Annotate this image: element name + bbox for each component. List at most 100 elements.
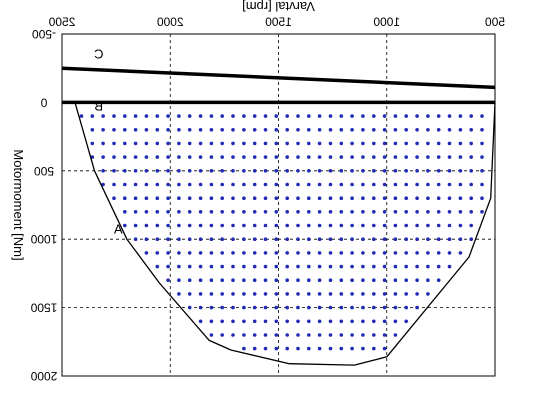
data-point bbox=[307, 278, 311, 283]
data-point bbox=[220, 155, 224, 159]
data-point bbox=[133, 155, 138, 159]
data-point bbox=[187, 182, 192, 187]
data-point bbox=[393, 237, 398, 241]
data-point bbox=[252, 210, 257, 214]
data-point bbox=[296, 292, 300, 296]
data-point bbox=[339, 305, 344, 310]
data-point bbox=[372, 305, 376, 310]
data-point bbox=[296, 319, 300, 324]
data-point bbox=[317, 292, 322, 296]
data-point bbox=[263, 278, 268, 283]
data-point bbox=[252, 319, 257, 324]
data-point bbox=[307, 305, 311, 310]
data-point bbox=[426, 251, 430, 255]
data-point bbox=[263, 128, 268, 132]
data-point bbox=[296, 128, 300, 132]
data-point bbox=[307, 155, 311, 159]
data-point bbox=[350, 196, 354, 200]
data-point bbox=[350, 141, 354, 146]
data-point bbox=[123, 114, 127, 118]
data-point bbox=[447, 155, 452, 159]
data-point bbox=[263, 264, 268, 269]
data-point bbox=[112, 155, 116, 159]
data-point bbox=[296, 182, 300, 187]
data-point bbox=[101, 114, 105, 118]
data-point bbox=[393, 305, 398, 310]
data-point bbox=[198, 210, 203, 214]
data-point bbox=[155, 196, 160, 200]
data-point bbox=[296, 333, 300, 337]
data-point bbox=[252, 141, 257, 146]
data-point bbox=[350, 182, 354, 187]
data-point bbox=[198, 251, 203, 255]
data-point bbox=[361, 169, 365, 173]
data-point bbox=[361, 141, 365, 146]
data-point bbox=[317, 223, 322, 228]
data-point bbox=[404, 128, 409, 132]
data-point bbox=[404, 237, 409, 241]
data-point bbox=[339, 292, 344, 296]
data-point bbox=[350, 319, 354, 324]
data-point bbox=[436, 169, 441, 173]
data-point bbox=[274, 169, 279, 173]
data-point bbox=[328, 141, 333, 146]
data-point bbox=[458, 182, 463, 187]
data-point bbox=[231, 141, 235, 146]
data-point bbox=[274, 264, 279, 269]
data-point bbox=[198, 155, 203, 159]
data-point bbox=[339, 128, 344, 132]
data-point bbox=[285, 264, 290, 269]
data-point bbox=[220, 114, 224, 118]
data-point bbox=[242, 292, 246, 296]
data-point bbox=[177, 223, 181, 228]
data-point bbox=[350, 292, 354, 296]
data-point bbox=[166, 251, 170, 255]
data-point bbox=[101, 169, 105, 173]
data-point bbox=[339, 155, 344, 159]
data-point bbox=[393, 292, 398, 296]
data-point bbox=[144, 182, 149, 187]
data-point bbox=[328, 292, 333, 296]
data-point bbox=[372, 128, 376, 132]
data-point bbox=[447, 128, 452, 132]
data-point bbox=[263, 182, 268, 187]
data-point bbox=[296, 264, 300, 269]
data-point bbox=[382, 251, 387, 255]
data-point bbox=[404, 292, 409, 296]
data-point bbox=[307, 292, 311, 296]
data-point bbox=[209, 114, 214, 118]
data-point bbox=[328, 128, 333, 132]
data-point bbox=[317, 210, 322, 214]
data-point bbox=[242, 346, 246, 351]
data-point bbox=[155, 141, 160, 146]
y-axis-label: Motormoment [Nm] bbox=[11, 149, 26, 260]
data-point bbox=[404, 169, 409, 173]
data-point bbox=[426, 278, 430, 283]
data-point bbox=[112, 128, 116, 132]
data-point bbox=[123, 182, 127, 187]
data-point bbox=[361, 319, 365, 324]
data-point bbox=[166, 223, 170, 228]
data-point bbox=[285, 237, 290, 241]
data-point bbox=[339, 169, 344, 173]
data-point bbox=[404, 210, 409, 214]
data-point bbox=[458, 169, 463, 173]
data-point bbox=[458, 223, 463, 228]
data-point bbox=[166, 141, 170, 146]
data-point bbox=[317, 128, 322, 132]
data-point bbox=[263, 169, 268, 173]
data-point bbox=[285, 141, 290, 146]
data-point bbox=[123, 155, 127, 159]
data-point bbox=[242, 169, 246, 173]
data-point bbox=[372, 223, 376, 228]
data-point bbox=[198, 305, 203, 310]
data-point bbox=[274, 141, 279, 146]
data-point bbox=[404, 251, 409, 255]
data-point bbox=[339, 278, 344, 283]
data-point bbox=[382, 333, 387, 337]
data-point bbox=[274, 210, 279, 214]
x-tick-label: 1500 bbox=[265, 15, 292, 29]
data-point bbox=[350, 155, 354, 159]
data-point bbox=[220, 278, 224, 283]
